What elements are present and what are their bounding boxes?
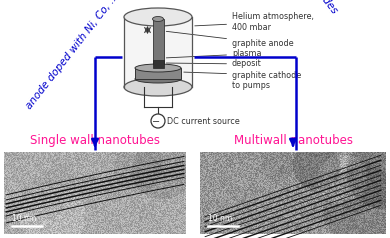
Ellipse shape [124, 78, 192, 96]
Bar [152, 60, 163, 68]
Text: Single wall nanotubes: Single wall nanotubes [30, 134, 160, 147]
Text: −: − [152, 116, 160, 127]
Ellipse shape [135, 75, 181, 83]
Ellipse shape [152, 16, 163, 21]
Text: DC current source: DC current source [167, 116, 240, 125]
Circle shape [151, 114, 165, 128]
Text: 10 nm: 10 nm [12, 214, 36, 223]
Text: graphite anode: graphite anode [166, 31, 294, 48]
Bar [152, 19, 163, 64]
Text: Multiwall nanotubes: Multiwall nanotubes [234, 134, 353, 147]
Bar [124, 17, 192, 87]
Text: to pumps: to pumps [232, 81, 270, 90]
Text: 10 nm: 10 nm [208, 214, 232, 223]
Text: deposit: deposit [166, 60, 262, 69]
Text: plasma: plasma [166, 50, 262, 59]
Text: anode doped with Ni, Co, ...: anode doped with Ni, Co, ... [24, 0, 121, 111]
Ellipse shape [124, 8, 192, 26]
Text: Helium atmosphere,
400 mbar: Helium atmosphere, 400 mbar [195, 12, 314, 32]
Bar [135, 68, 181, 79]
Ellipse shape [135, 64, 181, 72]
Text: graphite cathode: graphite cathode [184, 70, 301, 79]
Text: pure graphite electrodes: pure graphite electrodes [252, 0, 339, 15]
